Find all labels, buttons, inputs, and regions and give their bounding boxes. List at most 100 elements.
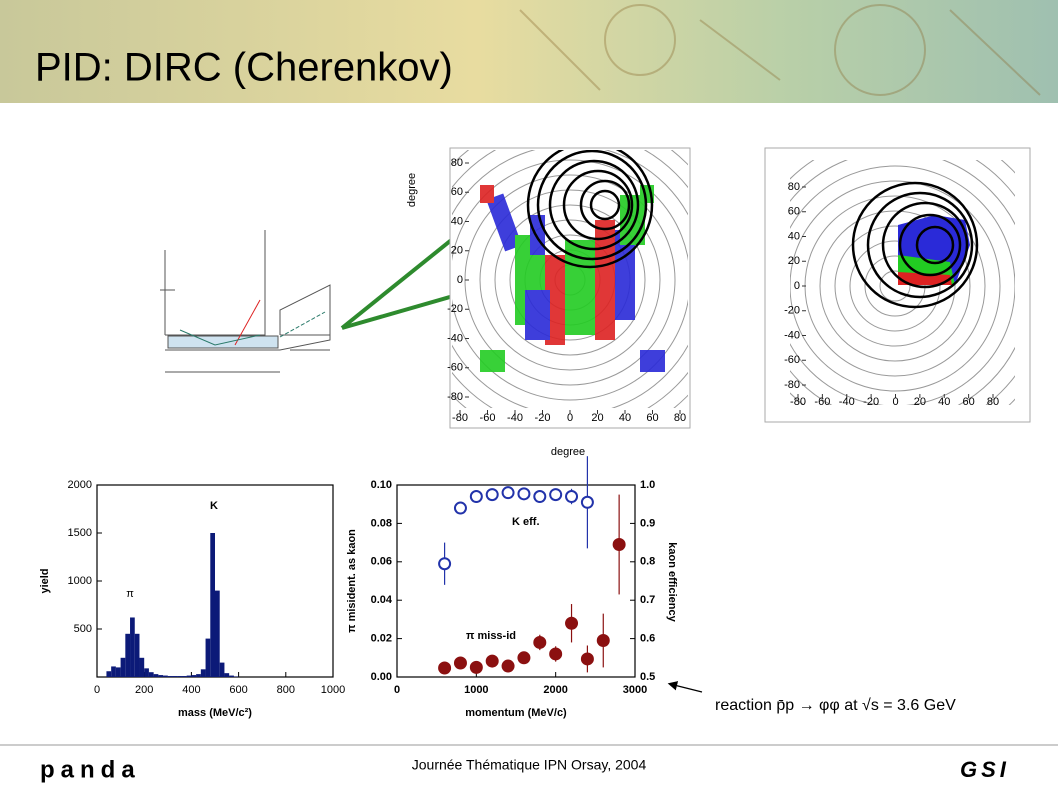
bar [210,533,215,677]
bar [219,662,225,677]
reaction-text: reaction p̄p → φφ at √s = 3.6 GeV [715,697,956,714]
marker [549,488,563,502]
y-tick-label: 40 [451,215,463,227]
legend-label: K eff. [512,516,540,528]
y-tick-label: 80 [451,157,463,169]
ring-plot-axes: -80 -60 -40 -20 0 20 40 60 80 -80 -60 -40 -20 0 20 40 60… [784,181,999,408]
x-tick-label: -80 [790,396,806,408]
logo-panda: panda [40,756,141,783]
x-tick-label: 0 [394,684,400,696]
x-tick-label: 40 [619,412,631,424]
bar [148,672,154,677]
marker [580,495,594,509]
misid-plot: 0 1000 2000 3000 0.00 0.02 0.04 0.06 0.08 0.10 mom… [346,456,678,719]
x-tick-label: -60 [814,396,830,408]
x-tick-label: 3000 [623,684,647,696]
marker [580,652,594,666]
footer-text: Journée Thématique IPN Orsay, 2004 [412,757,647,773]
x-tick-label: 20 [591,412,603,424]
marker [533,635,547,649]
y-tick-label: 0.02 [371,633,392,645]
header-band [0,0,1058,103]
ring [790,180,1001,392]
x-tick-label: 60 [963,396,975,408]
y2-tick-label: 0.6 [640,633,655,645]
annotation: π [126,588,134,600]
marker [501,486,515,500]
ring [834,225,956,347]
marker [485,654,499,668]
ring [494,204,646,356]
y-tick-label: 0 [457,274,463,286]
dirc-diagram [160,230,331,373]
bar [163,675,168,677]
bar [229,675,234,677]
x-tick-label: 800 [277,684,295,696]
y2-tick-label: 0.5 [640,671,655,683]
y-tick-label: 1500 [68,527,92,539]
marker [596,634,610,648]
x-tick-label: 0 [892,396,898,408]
ring-plot-axes: -80 -60 -40 -20 0 20 40 60 80 -80 -60 -40 -20 0 20 40 60… [406,157,686,458]
plot-frame [396,484,636,678]
marker [501,659,515,673]
y2-axis-label: kaon efficiency [666,542,678,622]
bar [153,674,159,677]
ring [849,240,941,332]
y-tick-label: -40 [784,329,800,341]
marker [469,660,483,674]
legend-label: π miss-id [466,630,516,642]
bar [158,675,164,677]
x-tick-label: 80 [674,412,686,424]
y-axis-label: yield [39,568,51,593]
marker [453,501,467,515]
bar [186,675,192,677]
bar [125,633,131,677]
y-tick-label: -80 [447,391,463,403]
y-tick-label: -60 [784,354,800,366]
x-tick-label: 40 [938,396,950,408]
x-tick-label: -20 [535,412,551,424]
marker [549,647,563,661]
y-axis-label: π misident. as kaon [346,529,358,633]
ring [452,159,688,401]
ring [819,210,971,362]
annotation: K [210,500,218,512]
x-tick-label: -80 [452,412,468,424]
marker [565,616,579,630]
y-tick-label: 0.10 [371,479,392,491]
y-tick-label: 40 [788,230,800,242]
marker [517,487,531,501]
x-tick-label: -40 [507,412,523,424]
bar [196,674,201,677]
x-tick-label: 2000 [543,684,567,696]
bar [224,673,230,677]
bar [130,617,135,677]
bar [200,669,206,677]
arrow [667,681,703,693]
marker [533,490,547,504]
ring [790,165,1015,405]
x-axis-label: momentum (MeV/c) [465,707,567,719]
y-tick-label: 0.06 [371,556,392,568]
marker [485,488,499,502]
y-tick-label: 0 [794,280,800,292]
marker [517,651,531,665]
y-tick-label: 2000 [68,479,92,491]
x-tick-label: -60 [480,412,496,424]
bar [215,590,220,677]
bar [120,657,126,677]
bar [172,676,178,677]
y-tick-label: 20 [451,245,463,257]
x-axis-label: degree [551,446,585,458]
y-tick-label: 20 [788,255,800,267]
ring [479,189,661,371]
bar [181,676,187,677]
marker [565,490,579,504]
y2-tick-label: 0.7 [640,594,655,606]
x-tick-label: 0 [94,684,100,696]
y-tick-label: 80 [788,181,800,193]
bar [144,668,149,677]
